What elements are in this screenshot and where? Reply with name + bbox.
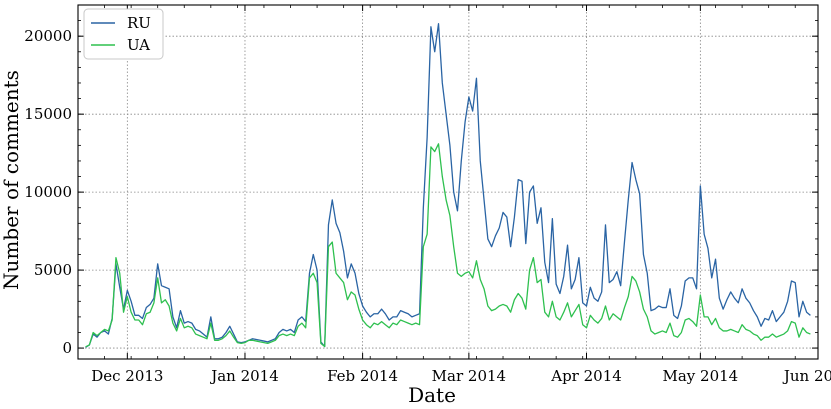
y-tick-label: 20000 <box>24 27 72 45</box>
legend-box <box>83 8 164 60</box>
y-tick-label: 5000 <box>34 261 72 279</box>
legend-label-ru: RU <box>127 14 151 32</box>
grid-lines <box>78 5 819 359</box>
x-tick-label: Feb 2014 <box>327 367 398 385</box>
x-tick-label: Jun 2014 <box>782 367 831 385</box>
axis-ticks <box>77 4 819 359</box>
y-tick-label: 0 <box>62 339 72 357</box>
series-lines <box>85 23 811 348</box>
plot-frame <box>77 4 819 360</box>
tick-labels: Dec 2013 Jan 2014 Feb 2014 Mar 2014 Apr 2014… <box>24 27 831 385</box>
x-axis-label: Date <box>408 383 456 407</box>
x-tick-label: Apr 2014 <box>550 367 622 385</box>
y-tick-label: 10000 <box>24 183 72 201</box>
legend-label-ua: UA <box>127 36 150 54</box>
series-line-ua <box>85 143 811 348</box>
y-tick-label: 15000 <box>24 105 72 123</box>
x-tick-label: Jan 2014 <box>209 367 279 385</box>
series-line-ru <box>85 23 811 348</box>
y-axis-label: Number of comments <box>0 70 23 290</box>
x-tick-label: Dec 2013 <box>91 367 163 385</box>
x-tick-label: Mar 2014 <box>432 367 506 385</box>
legend: RU UA <box>83 8 164 60</box>
x-tick-label: May 2014 <box>662 367 738 385</box>
